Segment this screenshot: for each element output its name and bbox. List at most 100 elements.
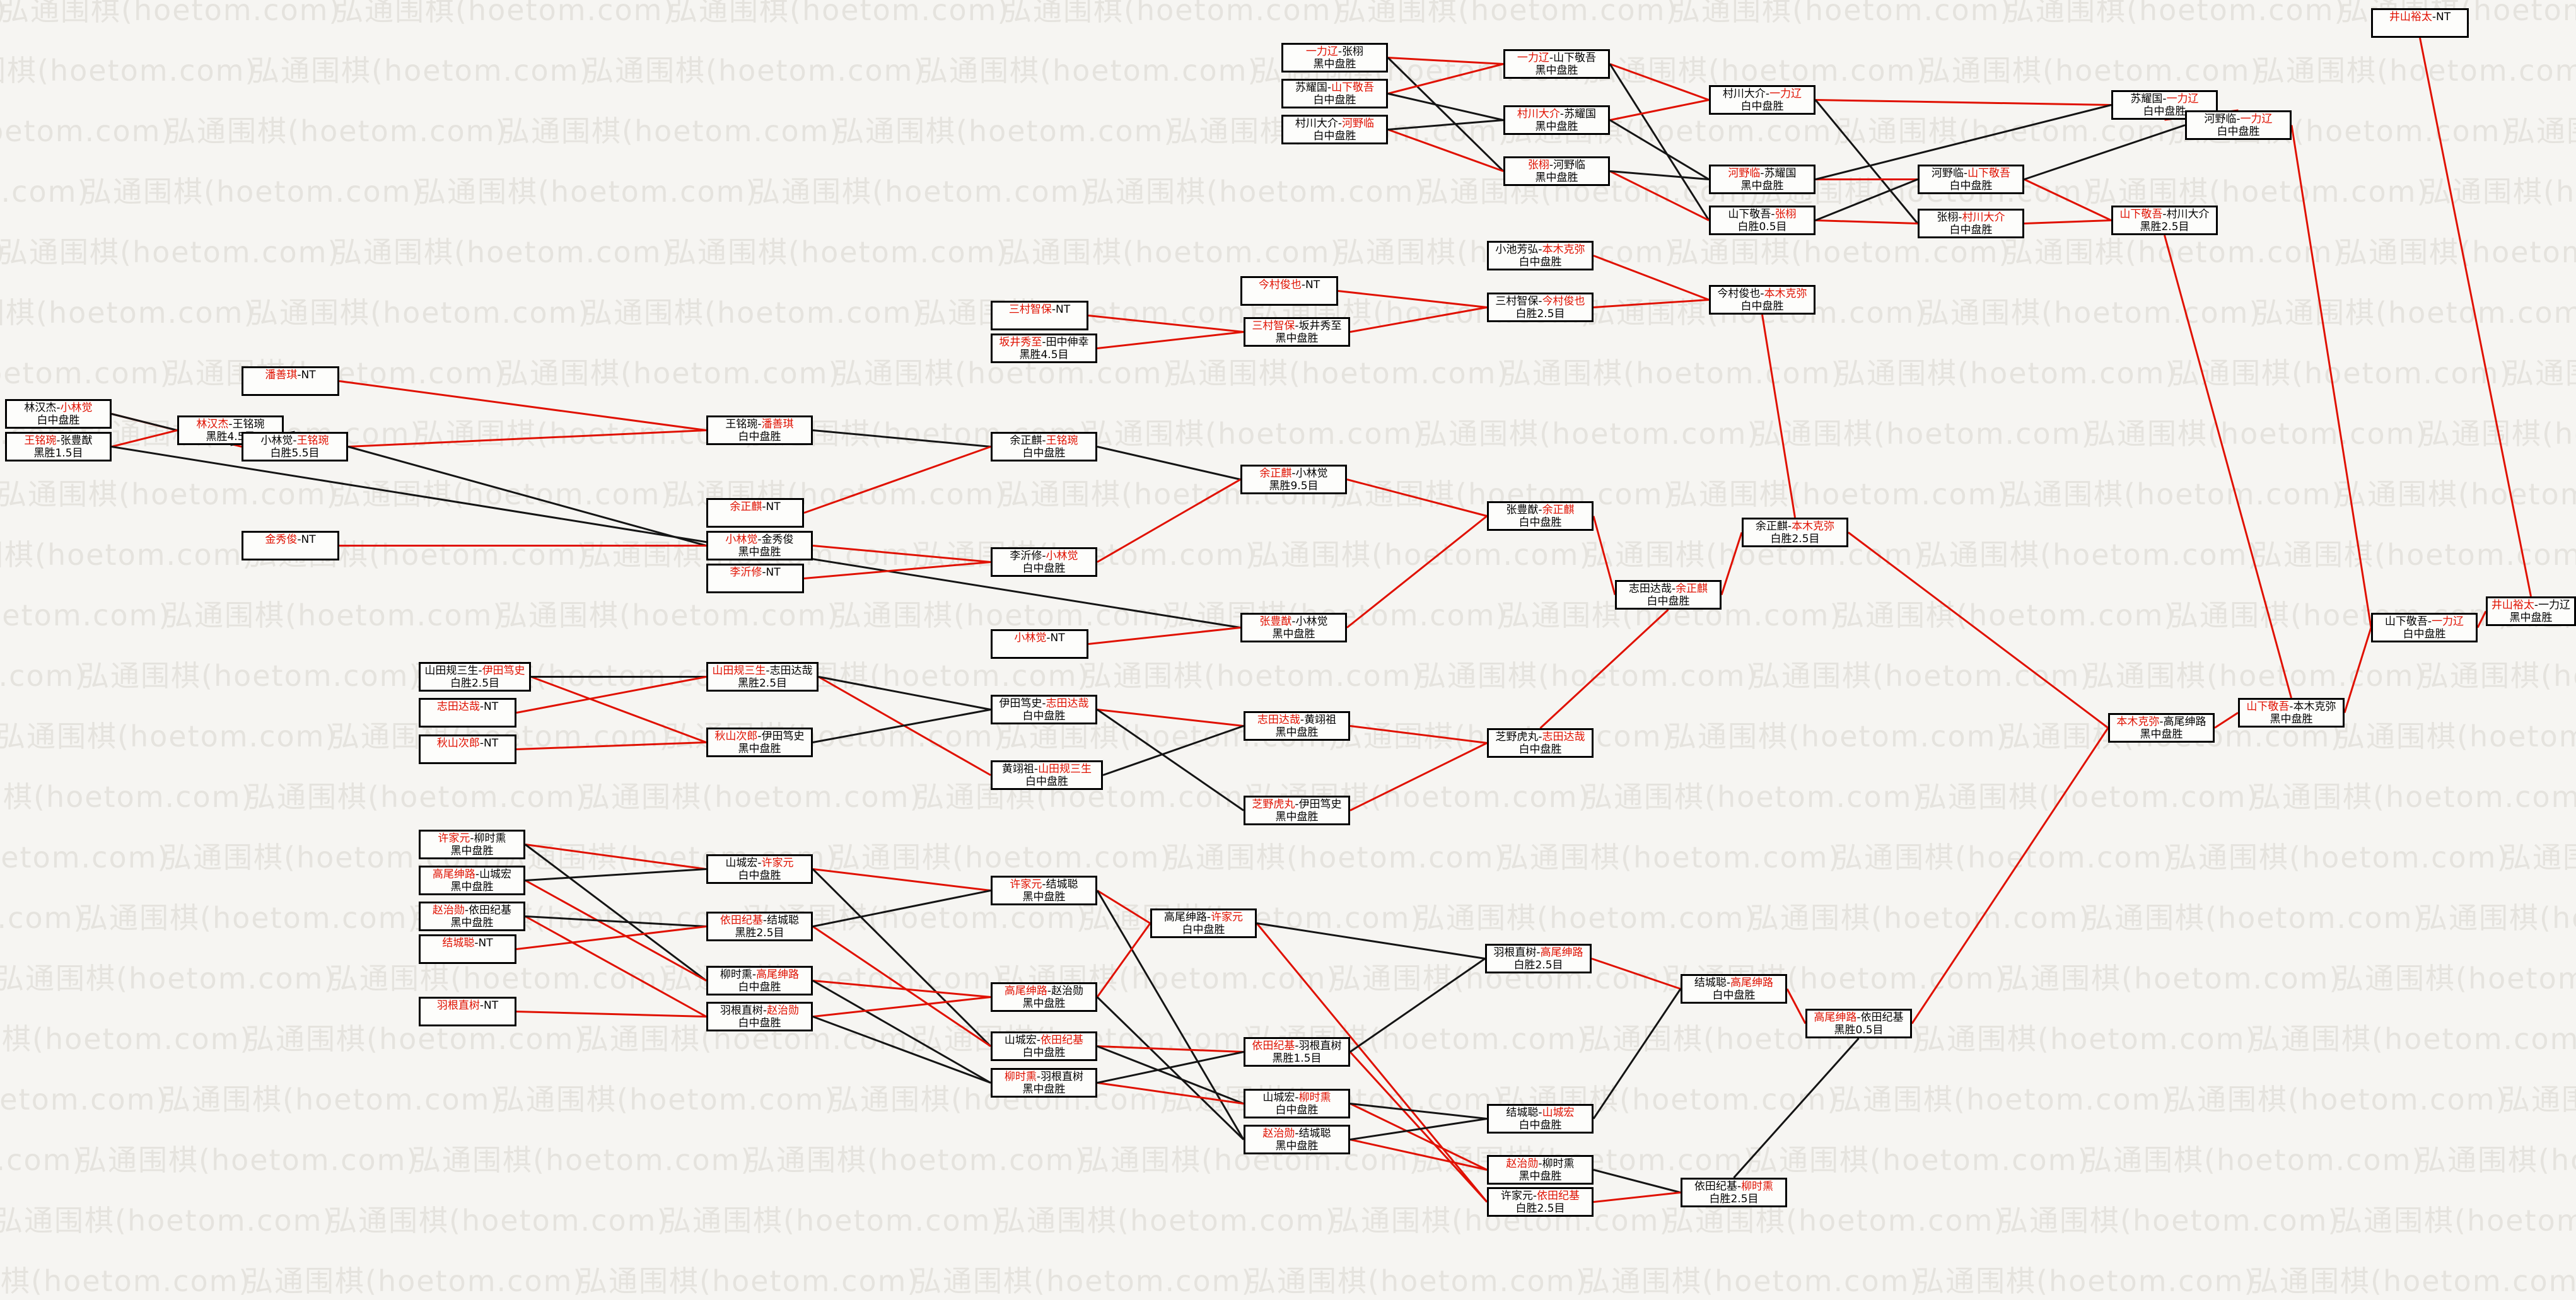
player-name: 高尾绅路 (1814, 1011, 1857, 1024)
match-node: 井山裕太-NT (2371, 8, 2469, 38)
player-separator: - (479, 999, 484, 1012)
loser-path-line (812, 868, 992, 1047)
match-result: 白中盘胜 (1712, 989, 1756, 1002)
match-node: 羽根直树-赵治勋 白中盘胜 (706, 1002, 813, 1031)
watermark-text: 弘通围棋(hoetom.com) (0, 114, 174, 148)
watermark-text: 弘通围棋(hoetom.com) (1001, 235, 1343, 269)
match-node: 余正麒-小林觉 黑胜9.5目 (1240, 465, 1347, 494)
match-result: 黑中盘胜 (1535, 120, 1578, 133)
match-result: 黑中盘胜 (1313, 58, 1356, 71)
player-name: 井山裕太 (2389, 11, 2432, 23)
winner-path-line (1911, 727, 2109, 1024)
player-separator: - (1338, 117, 1343, 130)
player-name: NT (484, 999, 499, 1012)
watermark-text: 弘通围棋(hoetom.com) (0, 356, 173, 390)
watermark-text: 弘通围棋(hoetom.com) (0, 1143, 85, 1177)
watermark-text: 弘通围棋(hoetom.com) (0, 175, 90, 209)
match-players: 井山裕太-NT (2373, 11, 2467, 23)
match-node: 志田达哉-黄翊祖 黑中盘胜 (1244, 711, 1350, 741)
watermark-text: 弘通围棋(hoetom.com) (668, 0, 1010, 27)
match-node: 今村俊也-NT (1240, 276, 1338, 306)
match-result: 黑中盘胜 (1275, 726, 1319, 739)
player-name: 河野临 (2204, 113, 2237, 125)
player-name: 金秀俊 (265, 533, 298, 546)
winner-path-line (1593, 255, 1710, 301)
winner-path-line (1539, 608, 1669, 729)
watermark-text: 弘通围棋(hoetom.com) (1921, 54, 2263, 88)
match-result: 白中盘胜 (1949, 180, 1993, 192)
match-node: 山城宏-柳时熏 白中盘胜 (1244, 1089, 1350, 1118)
winner-path-line (803, 561, 991, 579)
player-separator: - (1538, 731, 1542, 743)
watermark-text: 弘通围棋(hoetom.com) (2251, 1022, 2576, 1056)
player-separator: - (1042, 434, 1046, 447)
match-result: 黑中盘胜 (738, 743, 781, 755)
match-players: 三村智保-今村俊也 (1489, 295, 1592, 308)
match-node: 赵治勋-柳时熏 黑中盘胜 (1487, 1155, 1594, 1185)
loser-path-line (812, 1016, 991, 1084)
match-result: 白胜2.5目 (1709, 1193, 1759, 1205)
player-separator: - (1536, 946, 1541, 959)
match-result: 白中盘胜 (1275, 1104, 1319, 1117)
winner-path-line (1097, 709, 1244, 727)
match-node: 张豊猷-余正麒 白中盘胜 (1487, 501, 1594, 531)
match-players: 山下敬吾-张栩 (1711, 208, 1814, 221)
watermark-text: 弘通围棋(hoetom.com) (2249, 1264, 2576, 1298)
watermark-text: 弘通围棋(hoetom.com) (2003, 477, 2345, 511)
player-name: 结城聪 (1298, 1127, 1331, 1140)
watermark-text: 弘通围棋(hoetom.com) (0, 1022, 253, 1056)
match-node: 芝野虎丸-伊田笃史 黑中盘胜 (1244, 796, 1350, 825)
loser-path-line (1609, 63, 1710, 221)
player-name: 高尾绅路 (1730, 977, 1774, 989)
player-name: 林汉杰 (196, 418, 229, 431)
player-name: 今村俊也 (1717, 287, 1761, 300)
match-players: 志田达哉-余正麒 (1617, 583, 1720, 595)
winner-path-line (1349, 742, 1488, 811)
player-separator: - (1771, 208, 1775, 221)
match-result: 白中盘胜 (2217, 125, 2260, 138)
player-name: 小林觉 (60, 402, 93, 414)
watermark-text: 弘通围棋(hoetom.com) (166, 114, 508, 148)
match-players: 小林觉-金秀俊 (708, 533, 811, 546)
player-name: 赵治勋 (1051, 985, 1084, 997)
player-name: 羽根直树 (1298, 1040, 1342, 1052)
match-result: 白中盘胜 (2143, 105, 2186, 118)
player-separator: - (2162, 93, 2167, 105)
watermark-text: 弘通围棋(hoetom.com) (0, 598, 172, 632)
player-separator: - (1963, 167, 1968, 180)
loser-path-line (812, 890, 991, 927)
winner-path-line (1097, 1045, 1244, 1053)
winner-path-line (1097, 479, 1241, 563)
player-name: 今村俊也 (1258, 279, 1302, 291)
player-name: 李沂修 (730, 566, 762, 579)
player-name: NT (301, 369, 316, 381)
player-name: 结城聪 (1506, 1106, 1539, 1119)
watermark-text: 弘通围棋(hoetom.com) (0, 235, 341, 269)
player-name: 本木克弥 (2293, 700, 2336, 713)
winner-path-line (516, 926, 707, 950)
winner-path-line (1349, 1139, 1488, 1171)
watermark-text: 弘通围棋(hoetom.com) (161, 1082, 503, 1117)
player-name: 依田纪基 (469, 904, 512, 917)
match-node: 河野临-一力辽 白中盘胜 (2185, 110, 2292, 140)
player-separator: - (1206, 911, 1211, 924)
player-name: 本木克弥 (1792, 520, 1835, 533)
watermark-text: 弘通围棋(hoetom.com) (1916, 1022, 2258, 1056)
match-players: 柳时熏-高尾绅路 (708, 968, 811, 981)
winner-path-line (1387, 57, 1504, 65)
winner-path-line (2419, 37, 2532, 597)
watermark-text: 弘通围棋(hoetom.com) (2256, 54, 2576, 88)
winner-path-line (1097, 890, 1151, 924)
match-players: 山下敬吾-一力辽 (2373, 615, 2476, 628)
player-name: NT (301, 533, 316, 546)
watermark-text: 弘通围棋(hoetom.com) (1337, 0, 1679, 27)
match-result: 白胜2.5目 (1770, 533, 1820, 545)
watermark-text: 弘通围棋(hoetom.com) (578, 1264, 920, 1298)
watermark-text: 弘通围棋(hoetom.com) (831, 840, 1173, 874)
match-result: 黑中盘胜 (450, 845, 494, 857)
winner-path-line (1096, 922, 1151, 998)
player-separator: - (2236, 113, 2241, 125)
player-name: 山城宏 (725, 857, 758, 869)
player-name: 张豊猷 (1506, 504, 1539, 516)
watermark-text: 弘通围棋(hoetom.com) (1915, 1264, 2257, 1298)
